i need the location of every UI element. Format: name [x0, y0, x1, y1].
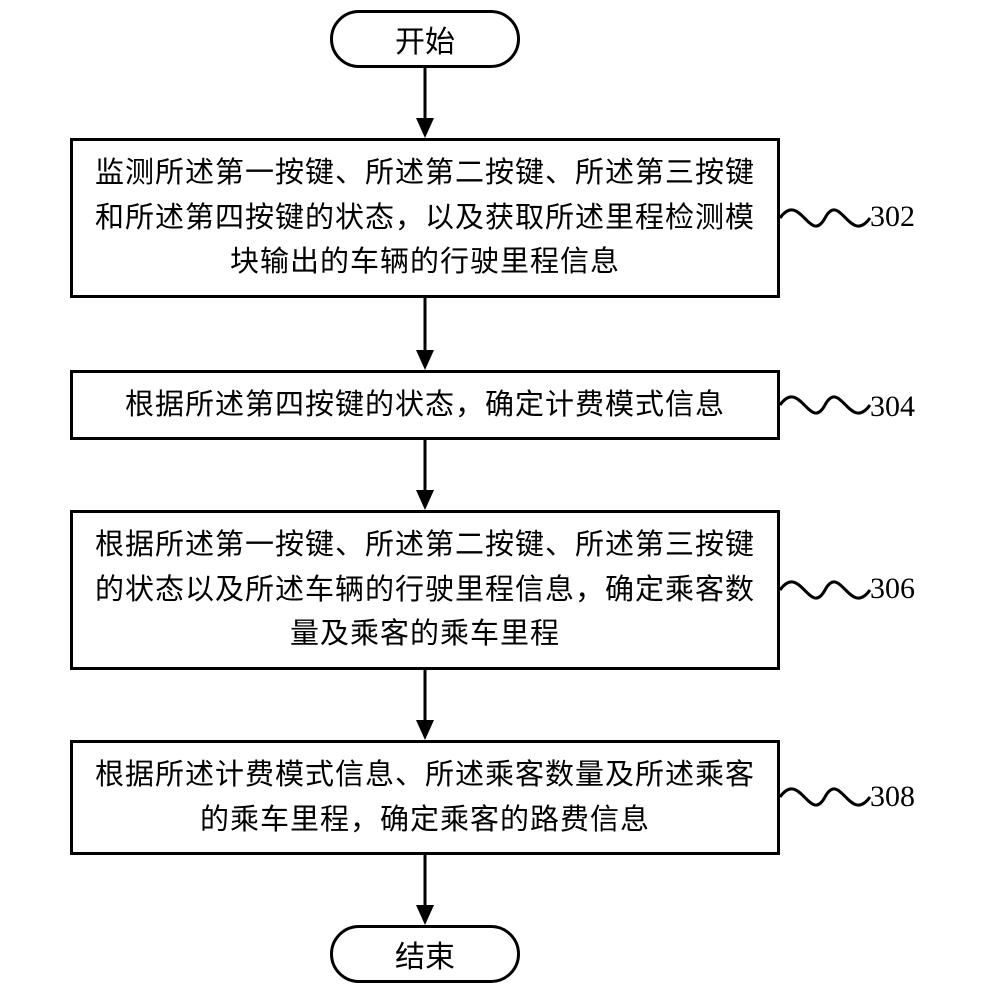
flowchart-canvas: 开始 监测所述第一按键、所述第二按键、所述第三按键和所述第四按键的状态，以及获取…: [0, 0, 994, 1000]
start-label: 开始: [395, 17, 455, 61]
arrow-308-end: [415, 855, 435, 925]
process-302-text: 监测所述第一按键、所述第二按键、所述第三按键和所述第四按键的状态，以及获取所述里…: [89, 151, 761, 286]
process-302: 监测所述第一按键、所述第二按键、所述第三按键和所述第四按键的状态，以及获取所述里…: [70, 138, 780, 298]
label-304: 304: [870, 390, 915, 424]
start-terminator: 开始: [330, 10, 520, 68]
wave-304: [780, 385, 870, 425]
label-306: 306: [870, 572, 915, 606]
end-label: 结束: [395, 932, 455, 976]
label-302: 302: [870, 200, 915, 234]
label-308: 308: [870, 780, 915, 814]
process-304-text: 根据所述第四按键的状态，确定计费模式信息: [125, 383, 725, 428]
process-306: 根据所述第一按键、所述第二按键、所述第三按键的状态以及所述车辆的行驶里程信息，确…: [70, 510, 780, 670]
end-terminator: 结束: [330, 925, 520, 983]
arrow-302-304: [415, 298, 435, 370]
wave-302: [780, 198, 870, 238]
process-308-text: 根据所述计费模式信息、所述乘客数量及所述乘客的乘车里程，确定乘客的路费信息: [89, 753, 761, 843]
process-306-text: 根据所述第一按键、所述第二按键、所述第三按键的状态以及所述车辆的行驶里程信息，确…: [89, 523, 761, 658]
wave-308: [780, 777, 870, 817]
process-308: 根据所述计费模式信息、所述乘客数量及所述乘客的乘车里程，确定乘客的路费信息: [70, 740, 780, 855]
process-304: 根据所述第四按键的状态，确定计费模式信息: [70, 370, 780, 440]
arrow-306-308: [415, 670, 435, 740]
arrow-304-306: [415, 440, 435, 510]
wave-306: [780, 570, 870, 610]
arrow-start-302: [415, 68, 435, 138]
